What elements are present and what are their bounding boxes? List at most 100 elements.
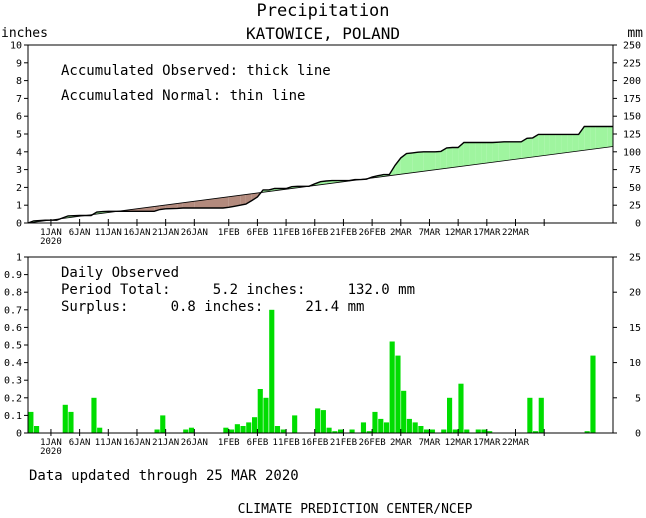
daily-date-label: 11FEB xyxy=(273,438,300,448)
accumulated-right-tick-label: 150 xyxy=(623,112,641,123)
daily-left-tick-label: 0.8 xyxy=(4,288,22,299)
daily-date-label: 26JAN xyxy=(181,438,208,448)
accumulated-fill-segment xyxy=(475,142,482,165)
daily-bar xyxy=(229,429,235,433)
accumulated-fill-segment xyxy=(481,142,487,164)
daily-bar xyxy=(292,415,298,433)
accumulated-fill-segment xyxy=(572,134,579,152)
accumulated-date-label: 1FEB xyxy=(218,228,240,238)
daily-right-tick-label: 25 xyxy=(629,253,641,264)
daily-bar xyxy=(401,390,407,433)
accumulated-left-tick-label: 1 xyxy=(16,201,22,212)
daily-bar xyxy=(584,431,590,433)
daily-bar xyxy=(590,355,596,433)
accumulated-panel: 0123456789100255075100125150175200225250… xyxy=(10,41,641,248)
accumulated-fill-areas xyxy=(28,126,613,223)
daily-bar xyxy=(458,383,464,433)
accumulated-right-tick-label: 50 xyxy=(629,183,641,194)
accumulated-left-tick-label: 6 xyxy=(16,112,22,123)
daily-bar xyxy=(366,431,372,433)
daily-bar xyxy=(154,429,160,433)
accumulated-fill-segment xyxy=(515,141,522,160)
accumulated-fill-segment xyxy=(538,134,545,157)
daily-bar xyxy=(383,422,390,433)
accumulated-fill-segment xyxy=(549,134,556,155)
daily-left-tick-label: 0.7 xyxy=(4,305,22,316)
daily-left-tick-label: 0.6 xyxy=(4,323,22,334)
daily-bar xyxy=(406,418,412,433)
daily-date-label: 16JAN xyxy=(123,438,150,448)
daily-date-label: 22MAR xyxy=(502,438,530,448)
accumulated-fill-segment xyxy=(440,147,447,169)
daily-bar xyxy=(246,422,252,433)
daily-bar xyxy=(527,397,533,433)
daily-bar xyxy=(326,427,332,433)
accumulated-date-label: 26JAN xyxy=(181,228,208,238)
daily-bar xyxy=(538,397,544,433)
accumulated-date-label: 21JAN xyxy=(152,228,179,238)
accumulated-fill-segment xyxy=(590,126,596,150)
accumulated-left-tick-label: 4 xyxy=(16,147,22,158)
accumulated-fill-segment xyxy=(504,141,510,161)
accumulated-fill-segment xyxy=(194,197,223,208)
daily-bar xyxy=(464,429,470,433)
daily-right-tick-label: 10 xyxy=(629,358,641,369)
accumulated-fill-segment xyxy=(223,196,229,208)
daily-date-label: 26FEB xyxy=(359,438,386,448)
daily-bar xyxy=(475,429,481,433)
accumulated-fill-segment xyxy=(251,193,258,201)
daily-year-label: 2020 xyxy=(40,447,62,457)
daily-date-label: 17MAR xyxy=(473,438,501,448)
daily-bar xyxy=(320,410,326,433)
daily-bar xyxy=(389,341,395,433)
daily-left-tick-label: 0.3 xyxy=(4,376,22,387)
accumulated-right-tick-label: 0 xyxy=(635,219,641,230)
daily-left-tick-label: 0.5 xyxy=(4,341,22,352)
accumulated-left-tick-label: 9 xyxy=(16,58,22,69)
accumulated-date-label: 26FEB xyxy=(359,228,386,238)
daily-left-tick-label: 1 xyxy=(16,253,22,264)
daily-bar xyxy=(188,427,195,433)
daily-date-label: 6FEB xyxy=(247,438,269,448)
accumulated-left-tick-label: 3 xyxy=(16,165,22,176)
accumulated-fill-segment xyxy=(601,126,608,148)
accumulated-fill-segment xyxy=(452,147,459,168)
accumulated-left-tick-label: 10 xyxy=(10,41,22,52)
daily-bar xyxy=(274,426,281,433)
accumulated-fill-segment xyxy=(228,196,235,208)
accumulated-fill-segment xyxy=(446,147,453,169)
accumulated-fill-segment xyxy=(177,202,183,209)
daily-bar xyxy=(441,429,447,433)
daily-left-tick-label: 0.4 xyxy=(4,358,22,369)
accumulated-date-label: 12MAR xyxy=(445,228,473,238)
accumulated-fill-segment xyxy=(544,134,550,156)
daily-date-label: 16FEB xyxy=(301,438,328,448)
daily-bar xyxy=(332,431,338,433)
daily-bar xyxy=(183,429,189,433)
credit-line: CLIMATE PREDICTION CENTER/NCEP xyxy=(238,502,473,517)
daily-observed-note: Daily Observed xyxy=(61,265,179,281)
accumulated-date-label: 6FEB xyxy=(247,228,269,238)
accumulated-left-tick-label: 5 xyxy=(16,130,22,141)
accumulated-right-tick-label: 100 xyxy=(623,147,641,158)
accumulated-normal-note: Accumulated Normal: thin line xyxy=(61,88,305,104)
right-unit-label: mm xyxy=(627,26,643,41)
daily-bar xyxy=(97,427,103,433)
accumulated-right-tick-label: 25 xyxy=(629,201,641,212)
daily-bar xyxy=(372,411,378,433)
accumulated-fill-segment xyxy=(607,126,613,148)
daily-bar xyxy=(280,429,286,433)
accumulated-fill-segment xyxy=(463,142,470,166)
accumulated-fill-segment xyxy=(486,142,493,163)
daily-bar xyxy=(257,389,263,433)
left-unit-label: inches xyxy=(1,26,48,41)
daily-date-label: 2MAR xyxy=(390,438,412,448)
accumulated-right-tick-label: 125 xyxy=(623,130,641,141)
accumulated-date-label: 16JAN xyxy=(123,228,150,238)
accumulated-date-label: 17MAR xyxy=(473,228,501,238)
accumulated-date-label: 22MAR xyxy=(502,228,530,238)
accumulated-date-label: 7MAR xyxy=(419,228,441,238)
accumulated-fill-segment xyxy=(458,142,464,167)
accumulated-year-label: 2020 xyxy=(40,237,62,247)
